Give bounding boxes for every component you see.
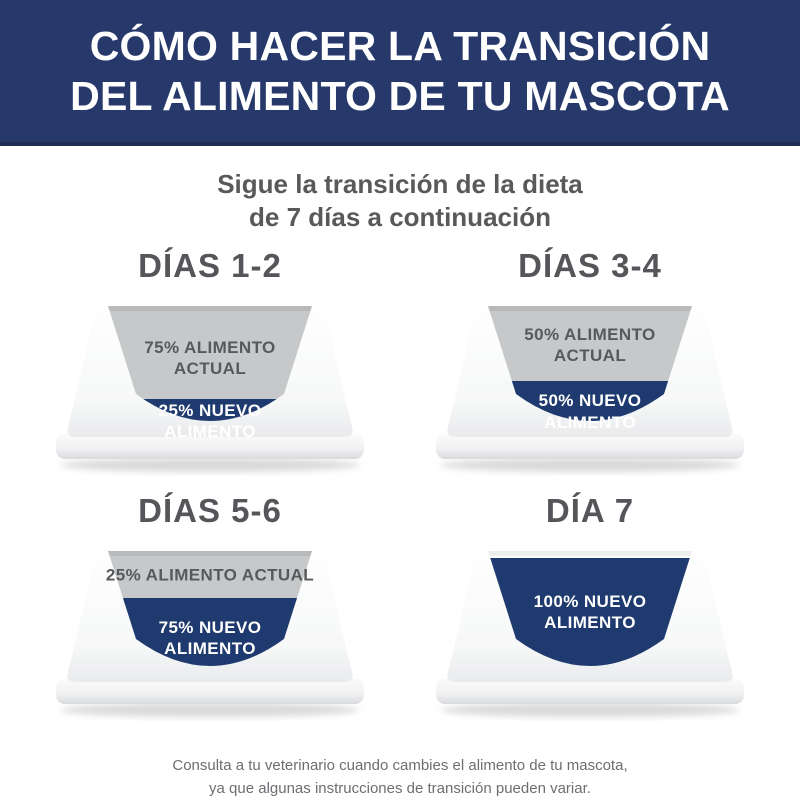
food-bowl-illustration: 75% ALIMENTO ACTUAL 25% NUEVO ALIMENTO [40,291,380,476]
food-bowl-illustration: 50% ALIMENTO ACTUAL 50% NUEVO ALIMENTO [420,291,760,476]
bowl-graphic [56,540,364,717]
day-card-1-2: DÍAS 1-2 75% ALIMENTO ACTUAL 25% NUEVO A… [20,247,400,476]
day-title: DÍA 7 [545,492,635,529]
food-bowl-illustration: 25% ALIMENTO ACTUAL 75% NUEVO ALIMENTO [40,536,380,721]
new-food-label: 100% NUEVO ALIMENTO [533,591,647,632]
day-title: DÍAS 5-6 [138,492,282,529]
new-food-label: 75% NUEVO ALIMENTO [158,617,262,658]
page-title: CÓMO HACER LA TRANSICIÓN DEL ALIMENTO DE… [70,22,730,119]
food-bowl-illustration: 100% NUEVO ALIMENTO [420,536,760,721]
header-banner: CÓMO HACER LA TRANSICIÓN DEL ALIMENTO DE… [0,0,800,146]
veterinarian-disclaimer: Consulta a tu veterinario cuando cambies… [172,757,628,797]
subtitle: Sigue la transición de la dieta de 7 día… [217,169,583,232]
day-card-5-6: DÍAS 5-6 25% ALIMENTO ACTUAL 75% NUEVO A… [20,492,400,721]
bowl-graphic [56,295,364,472]
day-card-3-4: DÍAS 3-4 50% ALIMENTO ACTUAL 50% NUEVO A… [400,247,780,476]
new-food-label: 25% NUEVO ALIMENTO [158,400,262,441]
old-food-label: 25% ALIMENTO ACTUAL [105,565,315,585]
bowl-graphic [436,295,744,472]
day-card-7: DÍA 7 100% NUEVO ALIMENTO [400,492,780,721]
new-food-label: 50% NUEVO ALIMENTO [538,391,642,432]
day-title: DÍAS 1-2 [138,247,282,284]
old-food-label: 75% ALIMENTO ACTUAL [144,337,276,378]
day-title: DÍAS 3-4 [518,247,662,284]
transition-grid: DÍAS 1-2 75% ALIMENTO ACTUAL 25% NUEVO A… [20,247,780,721]
old-food-label: 50% ALIMENTO ACTUAL [524,324,656,365]
bowl-graphic [436,540,744,717]
